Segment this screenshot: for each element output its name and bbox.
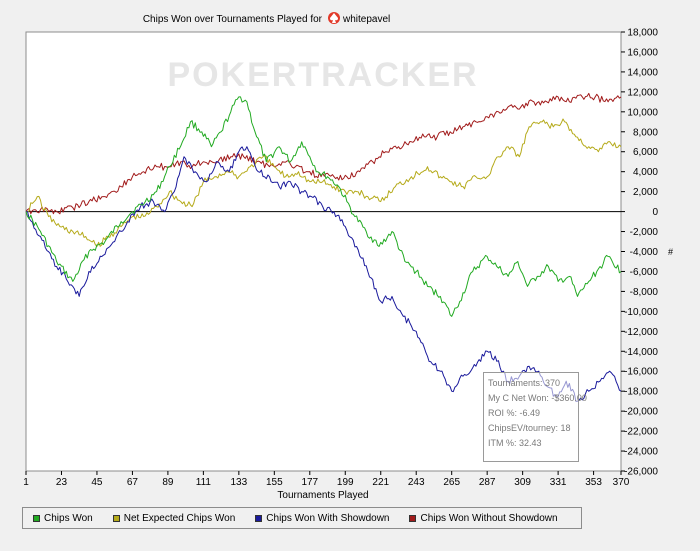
stats-tooltip: Tournaments: 370 My C Net Won: -$360.00 … — [483, 372, 587, 462]
y-tick-label: -14,000 — [624, 347, 658, 358]
x-tick-label: 199 — [337, 477, 354, 488]
y-tick-label: 0 — [652, 207, 658, 218]
x-tick-label: 331 — [550, 477, 567, 488]
tooltip-chipsev: ChipsEV/tourney: 18 — [488, 423, 571, 433]
tooltip-roi: ROI %: -6.49 — [488, 408, 541, 418]
y-tick-label: -10,000 — [624, 307, 658, 318]
y-tick-label: -20,000 — [624, 407, 658, 418]
y-axis-label: # — [668, 247, 673, 257]
x-tick-label: 221 — [372, 477, 389, 488]
y-tick-label: 6,000 — [633, 147, 658, 158]
x-tick-label: 89 — [162, 477, 174, 488]
legend-item: Chips Won — [33, 513, 93, 524]
x-tick-label: 133 — [231, 477, 248, 488]
series-line-chips-won-without-showdown — [25, 92, 622, 215]
player-name: whitepavel — [342, 14, 390, 25]
legend-item: Chips Won Without Showdown — [409, 512, 558, 524]
y-tick-label: 18,000 — [627, 28, 658, 39]
y-tick-label: 12,000 — [627, 87, 658, 98]
chart-title: Chips Won over Tournaments Played for — [143, 14, 323, 25]
y-tick-label: -18,000 — [624, 387, 658, 398]
y-tick-label: 16,000 — [627, 47, 658, 58]
legend-label: Chips Won — [44, 512, 93, 524]
legend-item: Net Expected Chips Won — [112, 512, 236, 524]
y-tick-label: 14,000 — [627, 67, 658, 78]
legend-label: Chips Won Without Showdown — [420, 512, 558, 524]
x-tick-label: 67 — [127, 477, 139, 488]
legend-swatch — [112, 514, 120, 522]
x-tick-label: 243 — [408, 477, 425, 488]
legend-label: Chips Won With Showdown — [266, 512, 390, 524]
series-line-chips-won — [25, 96, 622, 317]
y-tick-label: -2,000 — [630, 227, 659, 238]
x-tick-label: 155 — [266, 477, 283, 488]
y-tick-label: 8,000 — [633, 127, 658, 138]
y-tick-label: -12,000 — [624, 327, 658, 338]
x-tick-label: 111 — [196, 477, 212, 488]
y-tick-label: -22,000 — [624, 427, 658, 438]
x-axis-label: Tournaments Played — [277, 490, 368, 501]
tooltip-net-won: My C Net Won: -$360.00 — [488, 393, 587, 403]
watermark: POKERTRACKER — [167, 56, 478, 94]
chart-legend: Chips Won Net Expected Chips Won Chips Won… — [22, 507, 582, 529]
x-tick-label: 23 — [56, 477, 68, 488]
y-tick-label: 10,000 — [627, 107, 658, 118]
x-tick-label: 370 — [613, 477, 630, 488]
y-tick-label: 2,000 — [633, 187, 658, 198]
tooltip-itm: ITM %: 32.43 — [488, 438, 542, 448]
x-tick-label: 265 — [443, 477, 460, 488]
x-tick-label: 287 — [479, 477, 496, 488]
y-tick-label: -24,000 — [624, 447, 658, 458]
legend-item: Chips Won With Showdown — [255, 513, 389, 524]
spade-glyph-icon — [330, 13, 338, 23]
legend-swatch — [255, 514, 263, 522]
x-tick-label: 1 — [23, 477, 29, 488]
x-tick-label: 353 — [585, 477, 602, 488]
legend-swatch — [409, 514, 417, 522]
y-tick-label: -6,000 — [630, 267, 659, 278]
x-tick-label: 309 — [514, 477, 531, 488]
x-tick-label: 45 — [91, 477, 103, 488]
series-line-net-expected-chips-won — [25, 118, 622, 247]
y-tick-label: -4,000 — [630, 247, 659, 258]
x-tick-label: 177 — [301, 477, 318, 488]
legend-label: Net Expected Chips Won — [123, 512, 236, 524]
tooltip-tournaments: Tournaments: 370 — [488, 378, 561, 388]
legend-swatch — [33, 514, 40, 522]
y-tick-label: -16,000 — [624, 367, 658, 378]
y-tick-label: 4,000 — [633, 167, 658, 178]
y-tick-label: -26,000 — [624, 467, 658, 478]
y-tick-label: -8,000 — [630, 287, 659, 298]
